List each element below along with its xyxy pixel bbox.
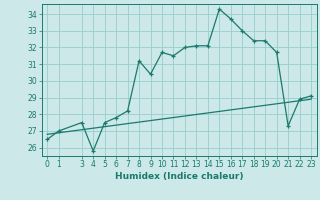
X-axis label: Humidex (Indice chaleur): Humidex (Indice chaleur) bbox=[115, 172, 244, 181]
